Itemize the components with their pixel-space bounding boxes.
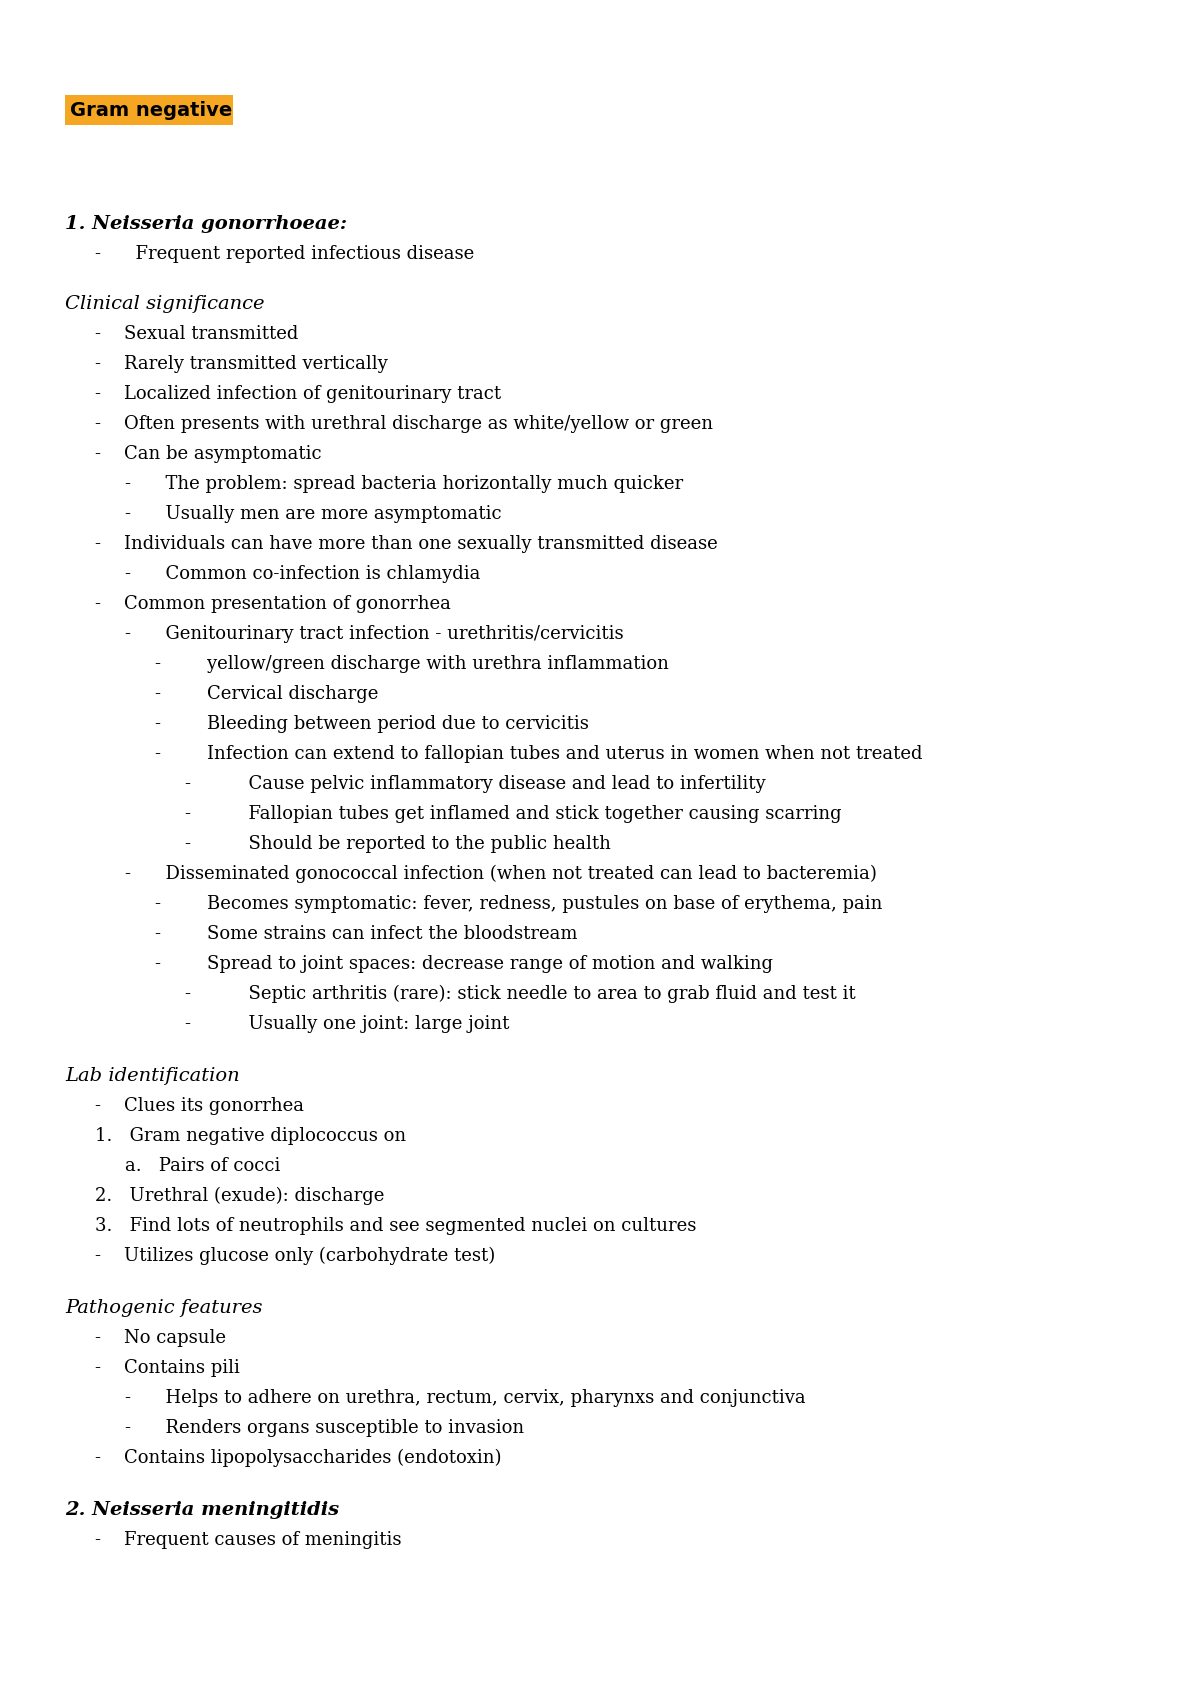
Text: -    Contains lipopolysaccharides (endotoxin): - Contains lipopolysaccharides (endotoxi… xyxy=(95,1449,502,1468)
Text: -    Localized infection of genitourinary tract: - Localized infection of genitourinary t… xyxy=(95,385,502,403)
Text: -    Individuals can have more than one sexually transmitted disease: - Individuals can have more than one sex… xyxy=(95,536,718,553)
Text: -      Usually men are more asymptomatic: - Usually men are more asymptomatic xyxy=(125,505,502,524)
Text: Clinical significance: Clinical significance xyxy=(65,295,264,314)
Text: -    Frequent causes of meningitis: - Frequent causes of meningitis xyxy=(95,1531,402,1549)
Text: -    No capsule: - No capsule xyxy=(95,1329,226,1348)
FancyBboxPatch shape xyxy=(65,95,233,125)
Text: -        Spread to joint spaces: decrease range of motion and walking: - Spread to joint spaces: decrease range… xyxy=(155,954,773,973)
Text: -    Utilizes glucose only (carbohydrate test): - Utilizes glucose only (carbohydrate te… xyxy=(95,1248,496,1264)
Text: 3.   Find lots of neutrophils and see segmented nuclei on cultures: 3. Find lots of neutrophils and see segm… xyxy=(95,1217,696,1236)
Text: a.   Pairs of cocci: a. Pairs of cocci xyxy=(125,1158,281,1175)
Text: -          Septic arthritis (rare): stick needle to area to grab fluid and test : - Septic arthritis (rare): stick needle … xyxy=(185,985,856,1003)
Text: -      Frequent reported infectious disease: - Frequent reported infectious disease xyxy=(95,246,474,263)
Text: -      Common co-infection is chlamydia: - Common co-infection is chlamydia xyxy=(125,564,480,583)
Text: -      The problem: spread bacteria horizontally much quicker: - The problem: spread bacteria horizonta… xyxy=(125,475,683,493)
Text: Pathogenic features: Pathogenic features xyxy=(65,1298,263,1317)
Text: 2. Neisseria meningitidis: 2. Neisseria meningitidis xyxy=(65,1502,340,1519)
Text: -    Contains pili: - Contains pili xyxy=(95,1359,240,1376)
Text: -      Genitourinary tract infection - urethritis/cervicitis: - Genitourinary tract infection - urethr… xyxy=(125,625,624,642)
Text: -        yellow/green discharge with urethra inflammation: - yellow/green discharge with urethra in… xyxy=(155,654,668,673)
Text: 2.   Urethral (exude): discharge: 2. Urethral (exude): discharge xyxy=(95,1186,384,1205)
Text: -    Rarely transmitted vertically: - Rarely transmitted vertically xyxy=(95,354,388,373)
Text: -    Often presents with urethral discharge as white/yellow or green: - Often presents with urethral discharge… xyxy=(95,415,713,432)
Text: -          Should be reported to the public health: - Should be reported to the public healt… xyxy=(185,836,611,853)
Text: -      Renders organs susceptible to invasion: - Renders organs susceptible to invasion xyxy=(125,1419,524,1437)
Text: -        Bleeding between period due to cervicitis: - Bleeding between period due to cervici… xyxy=(155,715,589,732)
Text: Gram negative: Gram negative xyxy=(70,102,233,120)
Text: 1. Neisseria gonorrhoeae:: 1. Neisseria gonorrhoeae: xyxy=(65,215,347,232)
Text: -      Helps to adhere on urethra, rectum, cervix, pharynxs and conjunctiva: - Helps to adhere on urethra, rectum, ce… xyxy=(125,1388,805,1407)
Text: -        Cervical discharge: - Cervical discharge xyxy=(155,685,378,703)
Text: Lab identification: Lab identification xyxy=(65,1066,240,1085)
Text: -        Becomes symptomatic: fever, redness, pustules on base of erythema, pain: - Becomes symptomatic: fever, redness, p… xyxy=(155,895,882,914)
Text: -          Cause pelvic inflammatory disease and lead to infertility: - Cause pelvic inflammatory disease and … xyxy=(185,775,766,793)
Text: -          Usually one joint: large joint: - Usually one joint: large joint xyxy=(185,1015,509,1032)
Text: -    Common presentation of gonorrhea: - Common presentation of gonorrhea xyxy=(95,595,451,614)
Text: -          Fallopian tubes get inflamed and stick together causing scarring: - Fallopian tubes get inflamed and stick… xyxy=(185,805,841,824)
Text: -    Sexual transmitted: - Sexual transmitted xyxy=(95,325,299,342)
Text: -        Infection can extend to fallopian tubes and uterus in women when not tr: - Infection can extend to fallopian tube… xyxy=(155,746,923,763)
Text: -      Disseminated gonococcal infection (when not treated can lead to bacteremi: - Disseminated gonococcal infection (whe… xyxy=(125,864,877,883)
Text: -    Clues its gonorrhea: - Clues its gonorrhea xyxy=(95,1097,304,1115)
Text: -        Some strains can infect the bloodstream: - Some strains can infect the bloodstrea… xyxy=(155,925,577,942)
Text: -    Can be asymptomatic: - Can be asymptomatic xyxy=(95,446,322,463)
Text: 1.   Gram negative diplococcus on: 1. Gram negative diplococcus on xyxy=(95,1127,406,1146)
